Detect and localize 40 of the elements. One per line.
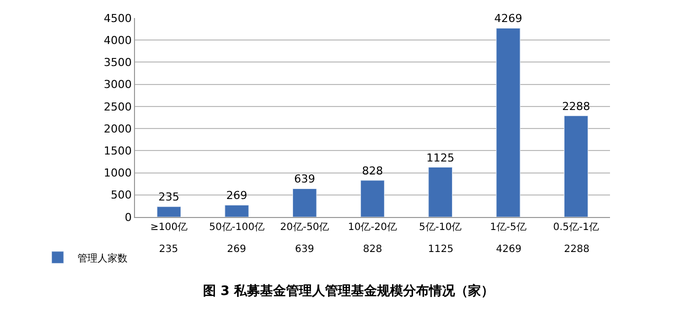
x-tick-label: ≥100亿 (150, 222, 188, 233)
y-tick-label: 0 (124, 210, 132, 224)
annotation: 269 (226, 189, 248, 202)
y-tick-label: 1500 (104, 144, 132, 158)
annotation: 828 (362, 164, 384, 178)
bar (292, 188, 317, 217)
data-label: 269 (227, 244, 246, 255)
y-tick-label: 1000 (104, 166, 132, 180)
data-label: 1125 (428, 244, 454, 255)
annotation: 2288 (562, 100, 590, 113)
bar (224, 204, 249, 217)
bar (360, 180, 385, 217)
text: 图 3 私募基金管理人管理基金规模分布情况（家） (203, 283, 494, 299)
bar (564, 116, 588, 217)
x-tick-label: 0.5亿-1亿 (553, 222, 600, 233)
annotation: 1125 (426, 151, 454, 164)
y-tick-label: 500 (110, 188, 132, 202)
x-tick-label: 1亿-5亿 (490, 222, 526, 233)
bar (428, 167, 452, 217)
bar (156, 206, 182, 217)
y-tick-label: 3000 (104, 78, 132, 92)
data-label: 639 (295, 244, 314, 255)
x-tick-label: 10亿-20亿 (348, 222, 398, 233)
data-label: 828 (363, 244, 382, 255)
y-tick-label: 4000 (104, 34, 132, 47)
x-tick-label: 20亿-50亿 (280, 222, 330, 233)
data-label: 2288 (564, 244, 590, 255)
y-tick-label: 4500 (104, 12, 132, 25)
data-label: 235 (159, 244, 178, 255)
bar (496, 28, 520, 217)
y-tick-label: 2500 (104, 100, 132, 114)
annotation: 235 (158, 190, 180, 204)
y-tick-label: 3500 (104, 56, 132, 70)
y-tick-label: 2000 (104, 122, 132, 136)
annotation: 4269 (494, 12, 522, 26)
legend-label: 管理人家数 (78, 252, 128, 264)
x-tick-label: 5亿-10亿 (419, 222, 462, 233)
data-label: 4269 (496, 244, 522, 255)
x-tick-label: 50亿-100亿 (209, 222, 264, 233)
annotation: 639 (294, 172, 316, 186)
